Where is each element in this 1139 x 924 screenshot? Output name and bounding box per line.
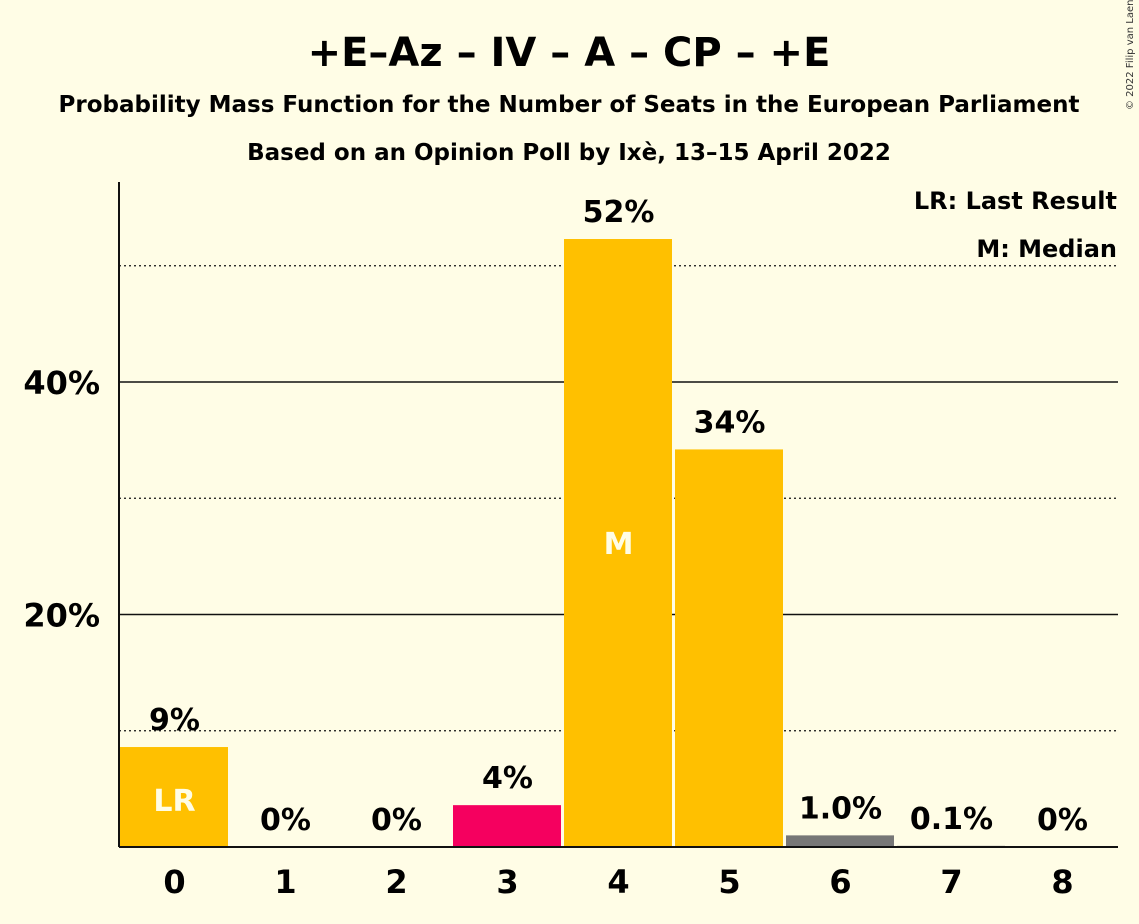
x-tick-label: 8 — [1051, 863, 1073, 901]
x-tick-label: 5 — [718, 863, 740, 901]
chart-subtitle: Probability Mass Function for the Number… — [59, 92, 1080, 118]
legend-last-result: LR: Last Result — [914, 187, 1117, 215]
x-tick-label: 3 — [496, 863, 518, 901]
value-label: 0% — [371, 803, 422, 838]
bars: 9% LR 0 0% 1 0% 2 4% 3 52% M 4 34% 5 1.0% 6 0.1% 7 0% 8 — [120, 195, 1088, 901]
legend-median: M: Median — [976, 235, 1117, 263]
value-label: 4% — [482, 761, 533, 796]
bar — [786, 835, 894, 847]
y-tick-label: 40% — [23, 364, 100, 402]
x-tick-label: 4 — [607, 863, 629, 901]
value-label: 0% — [260, 803, 311, 838]
chart-subtitle-poll: Based on an Opinion Poll by Ixè, 13–15 A… — [247, 140, 891, 166]
bar — [675, 449, 783, 847]
value-label: 9% — [149, 703, 200, 738]
x-tick-label: 0 — [163, 863, 185, 901]
bar — [453, 805, 561, 847]
chart-title: +E–Az – IV – A – CP – +E — [308, 30, 831, 76]
legend: LR: Last Result M: Median — [914, 187, 1117, 263]
value-label: 1.0% — [799, 791, 882, 826]
x-tick-label: 7 — [940, 863, 962, 901]
value-label: 34% — [694, 405, 766, 440]
x-tick-label: 2 — [385, 863, 407, 901]
x-tick-label: 1 — [274, 863, 296, 901]
value-label: 0% — [1037, 803, 1088, 838]
x-tick-label: 6 — [829, 863, 851, 901]
bar-inner-label: LR — [153, 784, 195, 819]
bar — [120, 747, 228, 847]
value-label: 52% — [583, 195, 655, 230]
copyright-notice: © 2022 Filip van Laenen — [1125, 0, 1136, 110]
value-label: 0.1% — [910, 802, 993, 837]
y-tick-label: 20% — [23, 597, 100, 635]
bar — [564, 239, 672, 847]
bar-inner-label: M — [604, 527, 634, 562]
axes: 20% 40% — [23, 182, 1118, 848]
